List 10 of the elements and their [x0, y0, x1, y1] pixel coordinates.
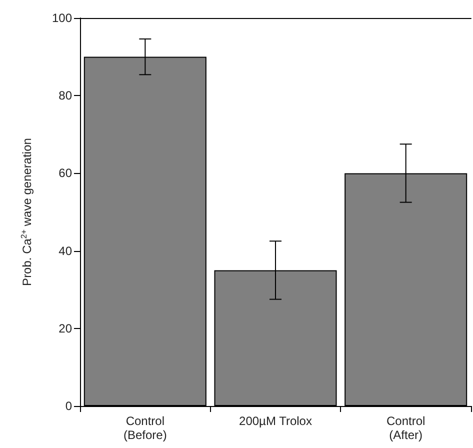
y-tick-label: 20 [58, 321, 72, 336]
y-tick-label: 0 [65, 399, 72, 413]
y-axis-title: Prob. Ca2+ wave generation [20, 138, 34, 286]
y-tick-label: 40 [58, 244, 72, 258]
x-tick-label: Control (After) [386, 414, 426, 442]
y-tick-label: 80 [58, 88, 72, 103]
x-tick-label: 200µM Trolox [239, 414, 312, 428]
y-tick-label: 100 [52, 11, 72, 25]
x-tick-label: Control (Before) [123, 414, 167, 442]
y-tick-label: 60 [58, 166, 72, 180]
